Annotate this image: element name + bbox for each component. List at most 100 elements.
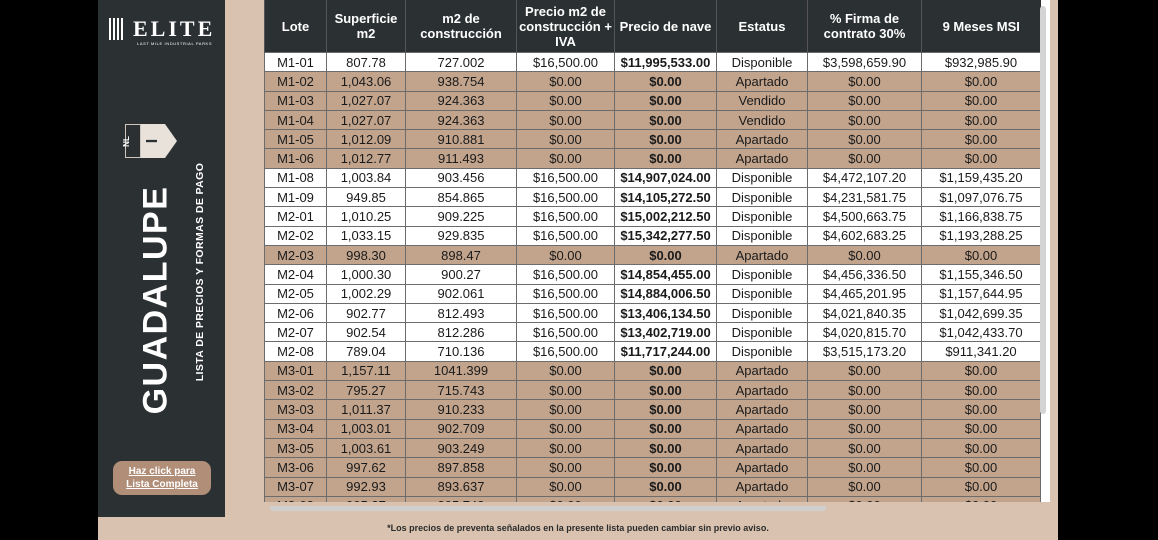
- table-cell: $0.00: [921, 71, 1041, 92]
- table-cell: $0.00: [921, 437, 1041, 459]
- table-row: M2-05 1,002.29 902.061 $16,500.00 $14,884,00…: [264, 283, 1041, 304]
- table-cell: $0.00: [614, 418, 717, 439]
- state-code: NL: [121, 136, 131, 147]
- table-cell: $0.00: [921, 129, 1041, 150]
- horizontal-scrollbar[interactable]: [270, 506, 826, 511]
- table-cell: M2-02: [264, 225, 327, 246]
- table-cell: $16,500.00: [516, 264, 615, 285]
- table-cell: $0.00: [516, 71, 615, 92]
- table-cell: 789.04: [326, 341, 406, 362]
- table-cell: M3-04: [264, 418, 327, 439]
- table-cell: 911.493: [405, 148, 517, 169]
- table-cell: $1,042,433.70: [921, 322, 1041, 343]
- table-cell: $0.00: [807, 244, 922, 266]
- table-cell: M3-07: [264, 476, 327, 497]
- table-cell: 897.858: [405, 457, 517, 478]
- table-cell: $0.00: [921, 399, 1041, 420]
- table-row: M1-04 1,027.07 924.363 $0.00 $0.00 Vendido $0.…: [264, 109, 1041, 131]
- vertical-scrollbar[interactable]: [1040, 6, 1046, 414]
- table-cell: 795.27: [326, 380, 406, 401]
- table-cell: $14,854,455.00: [614, 264, 717, 285]
- column-header: Estatus: [716, 0, 808, 53]
- table-row: M3-04 1,003.01 902.709 $0.00 $0.00 Apartado $0…: [264, 418, 1041, 439]
- table-cell: $0.00: [807, 418, 922, 439]
- table-cell: Disponible: [716, 167, 808, 189]
- table-cell: $0.00: [516, 360, 615, 382]
- table-row: M1-02 1,043.06 938.754 $0.00 $0.00 Apartado $0…: [264, 71, 1041, 92]
- cta-line-2: Lista Completa: [126, 479, 198, 490]
- table-cell: $4,231,581.75: [807, 187, 922, 208]
- table-cell: M3-02: [264, 380, 327, 401]
- table-cell: M1-01: [264, 51, 327, 73]
- table-row: M1-01 807.78 727.002 $16,500.00 $11,995,533.…: [264, 51, 1041, 73]
- table-cell: $0.00: [807, 380, 922, 401]
- table-row: M3-08995.27895.743$0.00$0.00Apartado$0.0…: [264, 495, 1041, 502]
- park-number: I: [144, 138, 162, 144]
- table-cell: $0.00: [614, 399, 717, 420]
- table-cell: Apartado: [716, 457, 808, 478]
- table-cell: 1,157.11: [326, 360, 406, 382]
- column-header: m2 de construcción: [405, 0, 517, 53]
- table-cell: $0.00: [614, 476, 717, 497]
- table-cell: 1,000.30: [326, 264, 406, 285]
- logo-bars-icon: [109, 18, 131, 40]
- table-cell: $0.00: [516, 437, 615, 459]
- table-cell: 727.002: [405, 51, 517, 73]
- table-cell: $1,097,076.75: [921, 187, 1041, 208]
- table-cell: 900.27: [405, 264, 517, 285]
- table-cell: $4,472,107.20: [807, 167, 922, 189]
- table-row: M2-04 1,000.30 900.27 $16,500.00 $14,854,455…: [264, 264, 1041, 285]
- logo-word: ELITE: [133, 16, 216, 41]
- page-title: GUADALUPE: [136, 185, 175, 415]
- table-cell: $16,500.00: [516, 51, 615, 73]
- column-header: Precio m2 de construcción + IVA: [516, 0, 615, 53]
- table-row: M2-06 902.77 812.493 $16,500.00 $13,406,134.…: [264, 302, 1041, 324]
- table-cell: 1,012.77: [326, 148, 406, 169]
- state-code-box: NL: [121, 124, 141, 158]
- table-cell: Apartado: [716, 71, 808, 92]
- table-body: M1-01 807.78 727.002 $16,500.00 $11,995,533.…: [264, 51, 1041, 502]
- table-cell: Disponible: [716, 264, 808, 285]
- table-cell: $3,515,173.20: [807, 341, 922, 362]
- table-cell: $0.00: [516, 129, 615, 150]
- table-cell: M2-03: [264, 244, 327, 266]
- table-cell: $15,002,212.50: [614, 206, 717, 227]
- table-cell: $0.00: [614, 71, 717, 92]
- table-cell: $16,500.00: [516, 341, 615, 362]
- column-header: % Firma de contrato 30%: [807, 0, 922, 53]
- table-cell: M3-01: [264, 360, 327, 382]
- table-cell: $0.00: [921, 495, 1041, 502]
- table-row: M2-07 902.54 812.286 $16,500.00 $13,402,719.…: [264, 322, 1041, 343]
- table-cell: $0.00: [807, 129, 922, 150]
- table-cell: Disponible: [716, 51, 808, 73]
- table-cell: 1,043.06: [326, 71, 406, 92]
- table-cell: Disponible: [716, 322, 808, 343]
- table-cell: $13,406,134.50: [614, 302, 717, 324]
- table-cell: $0.00: [921, 148, 1041, 169]
- table-cell: $932,985.90: [921, 51, 1041, 73]
- table-cell: $11,995,533.00: [614, 51, 717, 73]
- table-cell: Apartado: [716, 380, 808, 401]
- table-cell: $0.00: [807, 90, 922, 111]
- full-list-link[interactable]: Haz click para Lista Completa: [113, 461, 211, 495]
- table-cell: M1-08: [264, 167, 327, 189]
- table-cell: Apartado: [716, 129, 808, 150]
- table-cell: $0.00: [516, 90, 615, 111]
- price-table: Lote Superficie m2 m2 de construcción Preci…: [264, 0, 1041, 502]
- table-cell: M1-03: [264, 90, 327, 111]
- table-cell: $0.00: [516, 109, 615, 131]
- table-cell: $0.00: [614, 148, 717, 169]
- table-cell: 929.835: [405, 225, 517, 246]
- table-cell: 1,027.07: [326, 90, 406, 111]
- table-cell: M3-03: [264, 399, 327, 420]
- table-cell: $4,020,815.70: [807, 322, 922, 343]
- table-cell: $1,159,435.20: [921, 167, 1041, 189]
- table-cell: $0.00: [921, 380, 1041, 401]
- table-cell: Apartado: [716, 244, 808, 266]
- table-cell: Apartado: [716, 495, 808, 502]
- table-cell: $1,157,644.95: [921, 283, 1041, 304]
- table-cell: Apartado: [716, 437, 808, 459]
- table-cell: M3-06: [264, 457, 327, 478]
- price-table-container[interactable]: Lote Superficie m2 m2 de construcción Preci…: [264, 0, 1050, 502]
- table-cell: 1041.399: [405, 360, 517, 382]
